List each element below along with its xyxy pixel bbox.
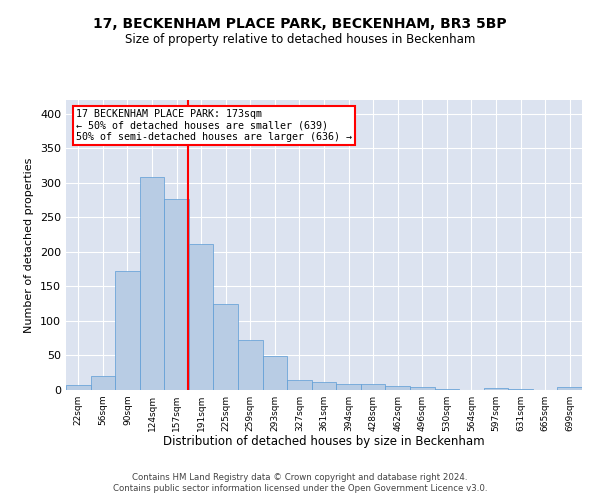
Bar <box>66 385 91 390</box>
Y-axis label: Number of detached properties: Number of detached properties <box>25 158 34 332</box>
Bar <box>91 376 115 390</box>
Bar <box>410 387 434 390</box>
Bar <box>140 176 164 390</box>
Bar <box>434 388 459 390</box>
Bar <box>557 387 582 390</box>
Text: Distribution of detached houses by size in Beckenham: Distribution of detached houses by size … <box>163 435 485 448</box>
Bar <box>361 384 385 390</box>
Text: 17 BECKENHAM PLACE PARK: 173sqm
← 50% of detached houses are smaller (639)
50% o: 17 BECKENHAM PLACE PARK: 173sqm ← 50% of… <box>76 108 352 142</box>
Bar <box>164 200 189 390</box>
Text: Size of property relative to detached houses in Beckenham: Size of property relative to detached ho… <box>125 32 475 46</box>
Text: Contains public sector information licensed under the Open Government Licence v3: Contains public sector information licen… <box>113 484 487 493</box>
Bar <box>312 382 336 390</box>
Bar <box>263 356 287 390</box>
Bar <box>115 271 140 390</box>
Bar <box>484 388 508 390</box>
Bar <box>214 304 238 390</box>
Text: Contains HM Land Registry data © Crown copyright and database right 2024.: Contains HM Land Registry data © Crown c… <box>132 472 468 482</box>
Text: 17, BECKENHAM PLACE PARK, BECKENHAM, BR3 5BP: 17, BECKENHAM PLACE PARK, BECKENHAM, BR3… <box>93 18 507 32</box>
Bar <box>238 340 263 390</box>
Bar <box>385 386 410 390</box>
Bar <box>189 244 214 390</box>
Bar <box>287 380 312 390</box>
Bar <box>336 384 361 390</box>
